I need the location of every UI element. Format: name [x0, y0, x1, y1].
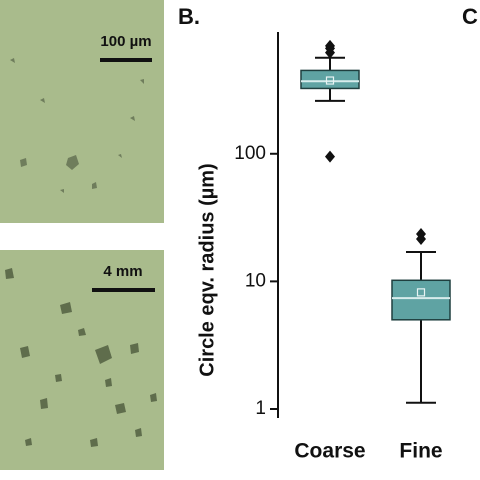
particles	[10, 58, 144, 193]
scale-bar	[92, 288, 155, 292]
scale-bar-label: 4 mm	[103, 263, 142, 280]
outlier	[325, 39, 335, 52]
x-tick-label: Coarse	[294, 440, 365, 463]
particles	[5, 268, 157, 447]
box	[391, 279, 451, 321]
mean	[416, 288, 426, 297]
scale-bar-label: 100 µm	[100, 33, 151, 50]
outlier	[325, 150, 335, 163]
box	[300, 69, 360, 90]
outlier	[416, 228, 426, 241]
x-tick-label: Fine	[399, 440, 442, 463]
y-tick-label: 100	[234, 143, 266, 164]
micrograph-background	[0, 0, 164, 223]
y-axis-label: Circle eqv. radius (µm)	[196, 163, 218, 376]
y-tick-label: 10	[245, 270, 266, 291]
mean	[325, 76, 335, 85]
panel-label: C	[462, 4, 478, 29]
panel-label: B.	[178, 4, 200, 29]
scale-bar	[100, 58, 152, 62]
micrograph-bottom: 4 mm	[0, 250, 164, 470]
micrograph-background	[0, 250, 164, 470]
micrograph-top: 100 µm	[0, 0, 164, 223]
y-tick-label: 1	[255, 398, 266, 419]
